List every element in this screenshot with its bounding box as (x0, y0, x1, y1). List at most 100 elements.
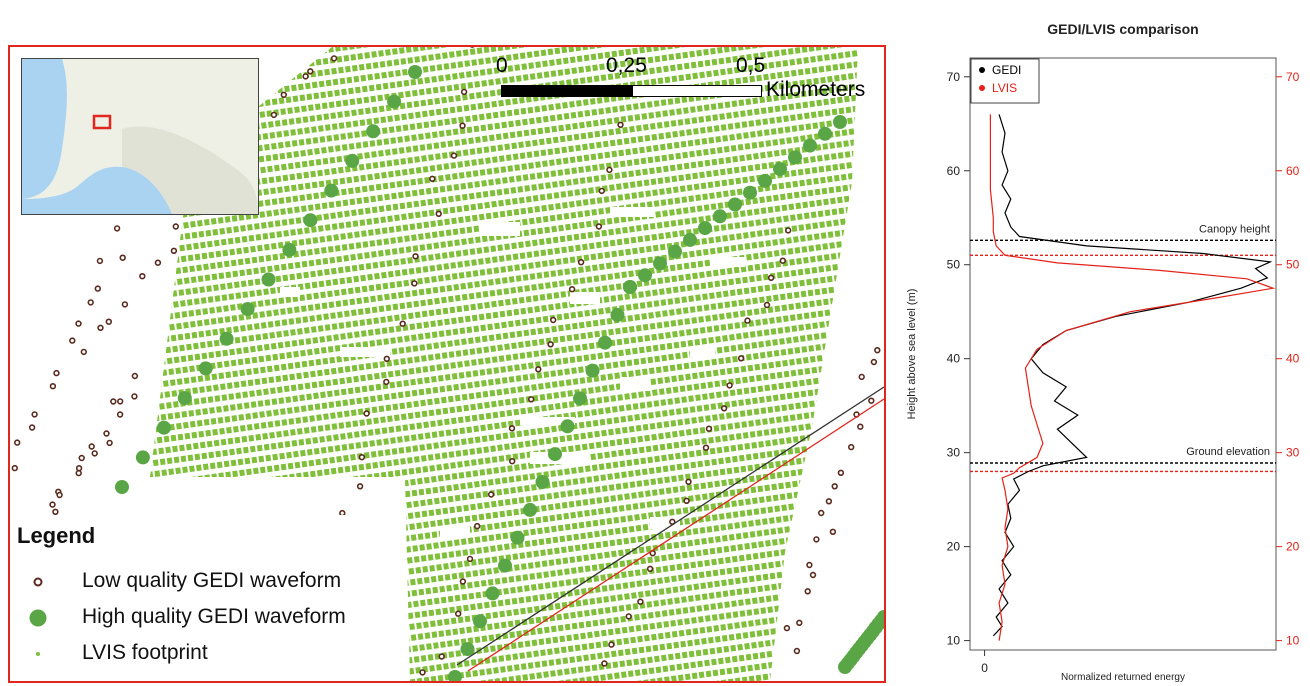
high-quality-gedi-point (523, 502, 537, 517)
low-quality-gedi-point (399, 320, 406, 327)
low-quality-gedi-point (466, 555, 474, 563)
low-quality-gedi-point (270, 111, 278, 119)
low-quality-gedi-point (809, 571, 817, 579)
low-quality-gedi-point (356, 483, 364, 490)
low-quality-gedi-point (411, 280, 418, 287)
y-tick-label-right: 30 (1286, 446, 1300, 460)
high-quality-gedi-point (282, 242, 297, 257)
high-quality-gedi-point (728, 197, 742, 212)
low-quality-gedi-point (280, 91, 287, 98)
y-tick-label-left: 60 (947, 164, 961, 178)
chart-legend-box (970, 58, 1040, 104)
high-quality-gedi-point (366, 124, 381, 139)
legend-marker-gedi (979, 67, 985, 73)
chart-title: GEDI/LVIS comparison (1047, 21, 1198, 37)
high-quality-gedi-point (510, 530, 525, 545)
low-quality-gedi-point (598, 187, 605, 195)
low-quality-gedi-point (825, 498, 833, 505)
chart-legend: GEDI LVIS (970, 58, 1040, 104)
low-quality-gedi-point (87, 299, 94, 306)
high-quality-gedi-point (818, 126, 832, 141)
map-panel[interactable]: 0 0,25 0,5 Kilometers Legend Low quality… (8, 45, 886, 683)
low-quality-gedi-point (549, 316, 557, 324)
high-quality-gedi-point (638, 268, 652, 283)
x-tick-label: 0 (981, 661, 988, 675)
low-quality-gedi-point (763, 301, 771, 309)
y-tick-label-right: 40 (1286, 352, 1300, 366)
y-tick-label-right: 70 (1286, 70, 1300, 84)
high-quality-gedi-point (387, 94, 402, 109)
low-quality-gedi-point (113, 225, 121, 232)
waveform-chart-svg: GEDI/LVIS comparison 10 20 30 40 50 60 70 10 20 30… (906, 21, 1300, 683)
scale-bar-white-segment (632, 85, 762, 97)
low-quality-gedi-point (75, 469, 82, 477)
waveform-chart: GEDI/LVIS comparison 10 20 30 40 50 60 70 10 20 30… (888, 0, 1310, 686)
low-quality-gedi-layer (11, 47, 881, 676)
low-quality-gedi-point (455, 610, 462, 617)
low-quality-gedi-point (80, 348, 88, 356)
legend-item-label: LVIS footprint (82, 641, 208, 664)
locator-map-graphic (22, 59, 258, 214)
low-quality-gedi-point (94, 285, 102, 292)
high-quality-gedi-point (698, 221, 712, 236)
low-quality-gedi-point (78, 454, 85, 462)
y-tick-label-left: 30 (947, 446, 961, 460)
high-quality-gedi-point (473, 614, 487, 629)
high-quality-gedi-point (324, 183, 339, 198)
low-quality-gedi-point (105, 318, 113, 325)
low-quality-gedi-point (383, 378, 390, 386)
low-quality-gedi-point (813, 536, 820, 543)
low-quality-gedi-point (28, 424, 36, 431)
legend-item-low-quality: Low quality GEDI waveform (12, 567, 404, 597)
inset-terrain (122, 126, 258, 214)
low-quality-gedi-point (330, 55, 338, 62)
low-quality-gedi-point (637, 598, 644, 605)
low-quality-gedi-point (131, 372, 139, 380)
low-quality-gedi-point (831, 483, 838, 490)
low-quality-gedi-point (508, 425, 516, 432)
low-quality-gedi-point (874, 347, 881, 354)
y-tick-label-left: 10 (947, 634, 961, 648)
low-quality-gedi-point (793, 647, 801, 655)
high-quality-gedi-point (877, 610, 884, 624)
low-quality-gedi-point (804, 588, 811, 595)
low-quality-gedi-point (783, 624, 791, 632)
high-quality-gedi-point (585, 363, 600, 378)
high-quality-gedi-point (610, 307, 625, 322)
low-quality-gedi-point (56, 491, 63, 499)
lvis-data-gap (280, 287, 300, 297)
low-quality-gedi-point (459, 578, 467, 585)
low-quality-gedi-point (91, 450, 98, 457)
map-legend: Legend Low quality GEDI waveform High qu… (12, 515, 404, 681)
legend-item-lvis: LVIS footprint (12, 639, 404, 669)
y-tick-label-right: 50 (1286, 258, 1300, 272)
high-quality-gedi-point (668, 244, 682, 259)
high-quality-gedi-point (303, 213, 318, 228)
high-quality-gedi-point (240, 302, 255, 317)
high-quality-gedi-layer (115, 65, 884, 681)
low-quality-gedi-point (474, 522, 481, 530)
high-quality-gedi-point (713, 209, 727, 224)
high-quality-gedi-point (833, 115, 847, 129)
low-quality-gedi-point (460, 88, 468, 96)
lvis-data-gap (690, 347, 715, 357)
low-quality-gedi-point (438, 653, 445, 660)
low-quality-gedi-point (796, 619, 803, 626)
low-quality-gedi-point (702, 444, 710, 451)
series-line-lvis (989, 114, 1276, 641)
y-tick-label-left: 70 (947, 70, 961, 84)
low-quality-gedi-point (383, 355, 390, 362)
low-quality-gedi-point (837, 469, 845, 476)
low-quality-gedi-point (106, 439, 113, 447)
low-quality-gedi-point (817, 509, 825, 517)
high-quality-gedi-point (198, 361, 213, 376)
low-quality-gedi-point (705, 425, 713, 432)
high-quality-gedi-point (448, 670, 462, 681)
low-quality-gedi-point (116, 398, 124, 405)
low-quality-gedi-point (685, 478, 692, 485)
low-quality-gedi-point (363, 410, 370, 417)
legend-marker-lvis (979, 85, 985, 91)
low-quality-gedi-point (116, 411, 124, 418)
low-quality-gedi-point (527, 396, 535, 403)
low-quality-gedi-point (847, 443, 855, 451)
